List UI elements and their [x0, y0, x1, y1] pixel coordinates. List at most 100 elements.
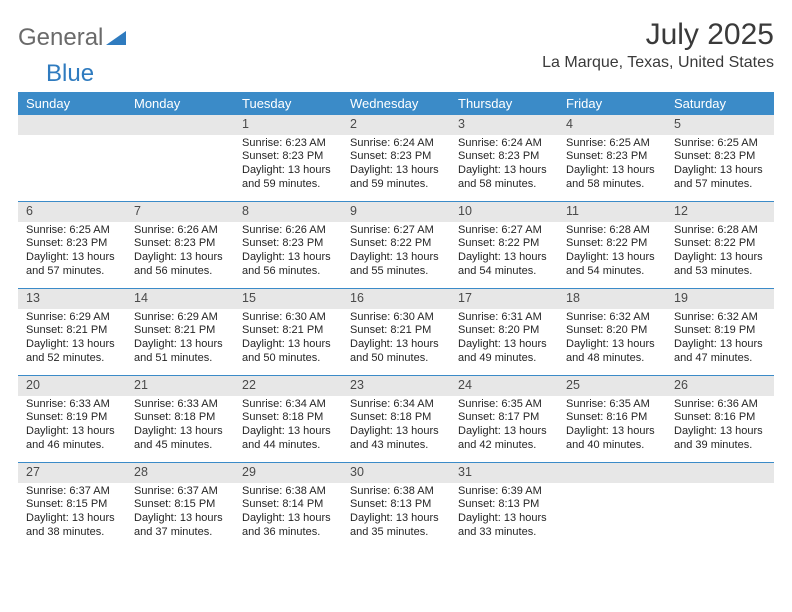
- day-detail: Sunrise: 6:28 AMSunset: 8:22 PMDaylight:…: [666, 222, 774, 285]
- calendar-cell: 16Sunrise: 6:30 AMSunset: 8:21 PMDayligh…: [342, 289, 450, 375]
- day-dl2: and 36 minutes.: [242, 526, 336, 540]
- day-number: 22: [234, 376, 342, 396]
- day-number: 3: [450, 115, 558, 135]
- day-number: 8: [234, 202, 342, 222]
- day-sunrise: Sunrise: 6:25 AM: [26, 224, 120, 238]
- day-dl2: and 39 minutes.: [674, 439, 768, 453]
- day-dl1: Daylight: 13 hours: [674, 425, 768, 439]
- day-number: 30: [342, 463, 450, 483]
- day-sunrise: Sunrise: 6:23 AM: [242, 137, 336, 151]
- day-sunrise: Sunrise: 6:26 AM: [134, 224, 228, 238]
- month-title: July 2025: [542, 18, 774, 52]
- day-sunrise: Sunrise: 6:38 AM: [350, 485, 444, 499]
- calendar-cell: 18Sunrise: 6:32 AMSunset: 8:20 PMDayligh…: [558, 289, 666, 375]
- day-dl2: and 58 minutes.: [458, 178, 552, 192]
- day-sunset: Sunset: 8:21 PM: [26, 324, 120, 338]
- day-sunrise: Sunrise: 6:35 AM: [458, 398, 552, 412]
- day-sunrise: Sunrise: 6:37 AM: [134, 485, 228, 499]
- day-dl1: Daylight: 13 hours: [566, 425, 660, 439]
- day-sunrise: Sunrise: 6:38 AM: [242, 485, 336, 499]
- day-dl2: and 48 minutes.: [566, 352, 660, 366]
- day-dl2: and 33 minutes.: [458, 526, 552, 540]
- day-dl2: and 57 minutes.: [674, 178, 768, 192]
- logo-triangle-icon: [105, 29, 127, 47]
- calendar-week: 13Sunrise: 6:29 AMSunset: 8:21 PMDayligh…: [18, 289, 774, 376]
- day-dl2: and 40 minutes.: [566, 439, 660, 453]
- day-number: 12: [666, 202, 774, 222]
- day-detail: Sunrise: 6:31 AMSunset: 8:20 PMDaylight:…: [450, 309, 558, 372]
- day-detail: Sunrise: 6:34 AMSunset: 8:18 PMDaylight:…: [234, 396, 342, 459]
- day-dl2: and 35 minutes.: [350, 526, 444, 540]
- day-dl2: and 42 minutes.: [458, 439, 552, 453]
- day-dl1: Daylight: 13 hours: [458, 338, 552, 352]
- day-sunrise: Sunrise: 6:32 AM: [674, 311, 768, 325]
- day-number: 16: [342, 289, 450, 309]
- day-dl1: Daylight: 13 hours: [26, 338, 120, 352]
- day-dl2: and 54 minutes.: [458, 265, 552, 279]
- calendar-cell: 29Sunrise: 6:38 AMSunset: 8:14 PMDayligh…: [234, 463, 342, 549]
- day-sunrise: Sunrise: 6:39 AM: [458, 485, 552, 499]
- calendar-body: 1 Sunrise: 6:23 AM Sunset: 8:23 PM Daylight…: [18, 115, 774, 549]
- day-sunset: Sunset: 8:23 PM: [458, 150, 552, 164]
- day-sunrise: Sunrise: 6:24 AM: [458, 137, 552, 151]
- day-number: 31: [450, 463, 558, 483]
- day-dl2: and 47 minutes.: [674, 352, 768, 366]
- day-sunrise: Sunrise: 6:34 AM: [242, 398, 336, 412]
- calendar-cell: 23Sunrise: 6:34 AMSunset: 8:18 PMDayligh…: [342, 376, 450, 462]
- calendar-cell: 26Sunrise: 6:36 AMSunset: 8:16 PMDayligh…: [666, 376, 774, 462]
- dayhead-sat: Saturday: [666, 92, 774, 115]
- day-dl1: Daylight: 13 hours: [26, 251, 120, 265]
- day-detail: Sunrise: 6:28 AMSunset: 8:22 PMDaylight:…: [558, 222, 666, 285]
- day-detail: Sunrise: 6:38 AMSunset: 8:13 PMDaylight:…: [342, 483, 450, 546]
- day-number: 1: [234, 115, 342, 135]
- calendar-cell: 22Sunrise: 6:34 AMSunset: 8:18 PMDayligh…: [234, 376, 342, 462]
- day-number: 24: [450, 376, 558, 396]
- day-detail: Sunrise: 6:34 AMSunset: 8:18 PMDaylight:…: [342, 396, 450, 459]
- day-detail: Sunrise: 6:37 AMSunset: 8:15 PMDaylight:…: [126, 483, 234, 546]
- day-sunset: Sunset: 8:21 PM: [242, 324, 336, 338]
- day-sunset: Sunset: 8:18 PM: [350, 411, 444, 425]
- day-sunrise: Sunrise: 6:37 AM: [26, 485, 120, 499]
- day-dl1: Daylight: 13 hours: [674, 164, 768, 178]
- day-sunset: Sunset: 8:20 PM: [566, 324, 660, 338]
- day-number: 20: [18, 376, 126, 396]
- day-dl2: and 45 minutes.: [134, 439, 228, 453]
- day-dl2: and 52 minutes.: [26, 352, 120, 366]
- day-sunset: Sunset: 8:20 PM: [458, 324, 552, 338]
- day-sunrise: Sunrise: 6:28 AM: [674, 224, 768, 238]
- day-dl2: and 58 minutes.: [566, 178, 660, 192]
- day-sunset: Sunset: 8:21 PM: [350, 324, 444, 338]
- dayhead-tue: Tuesday: [234, 92, 342, 115]
- day-dl2: and 55 minutes.: [350, 265, 444, 279]
- day-dl1: Daylight: 13 hours: [134, 425, 228, 439]
- dayhead-thu: Thursday: [450, 92, 558, 115]
- day-number: 4: [558, 115, 666, 135]
- day-dl2: and 44 minutes.: [242, 439, 336, 453]
- day-sunrise: Sunrise: 6:33 AM: [134, 398, 228, 412]
- calendar-cell: 6Sunrise: 6:25 AMSunset: 8:23 PMDaylight…: [18, 202, 126, 288]
- day-number-empty: [18, 115, 126, 135]
- day-sunset: Sunset: 8:22 PM: [674, 237, 768, 251]
- day-sunset: Sunset: 8:18 PM: [134, 411, 228, 425]
- calendar-cell: 10Sunrise: 6:27 AMSunset: 8:22 PMDayligh…: [450, 202, 558, 288]
- logo: General: [18, 24, 128, 52]
- calendar-cell: 1Sunrise: 6:23 AMSunset: 8:23 PMDaylight…: [234, 115, 342, 201]
- day-dl2: and 56 minutes.: [242, 265, 336, 279]
- day-number: 23: [342, 376, 450, 396]
- day-dl1: Daylight: 13 hours: [242, 338, 336, 352]
- day-number: 13: [18, 289, 126, 309]
- day-detail: Sunrise: 6:27 AMSunset: 8:22 PMDaylight:…: [342, 222, 450, 285]
- day-number: 17: [450, 289, 558, 309]
- day-sunrise: Sunrise: 6:32 AM: [566, 311, 660, 325]
- day-detail: Sunrise: 6:33 AMSunset: 8:18 PMDaylight:…: [126, 396, 234, 459]
- day-dl1: Daylight: 13 hours: [458, 251, 552, 265]
- day-dl1: Daylight: 13 hours: [458, 425, 552, 439]
- day-number: 19: [666, 289, 774, 309]
- calendar-cell: 14Sunrise: 6:29 AMSunset: 8:21 PMDayligh…: [126, 289, 234, 375]
- calendar-cell: 17Sunrise: 6:31 AMSunset: 8:20 PMDayligh…: [450, 289, 558, 375]
- dayhead-mon: Monday: [126, 92, 234, 115]
- day-sunrise: Sunrise: 6:29 AM: [26, 311, 120, 325]
- day-detail: Sunrise: 6:26 AMSunset: 8:23 PMDaylight:…: [234, 222, 342, 285]
- day-number: 7: [126, 202, 234, 222]
- calendar-cell: 30Sunrise: 6:38 AMSunset: 8:13 PMDayligh…: [342, 463, 450, 549]
